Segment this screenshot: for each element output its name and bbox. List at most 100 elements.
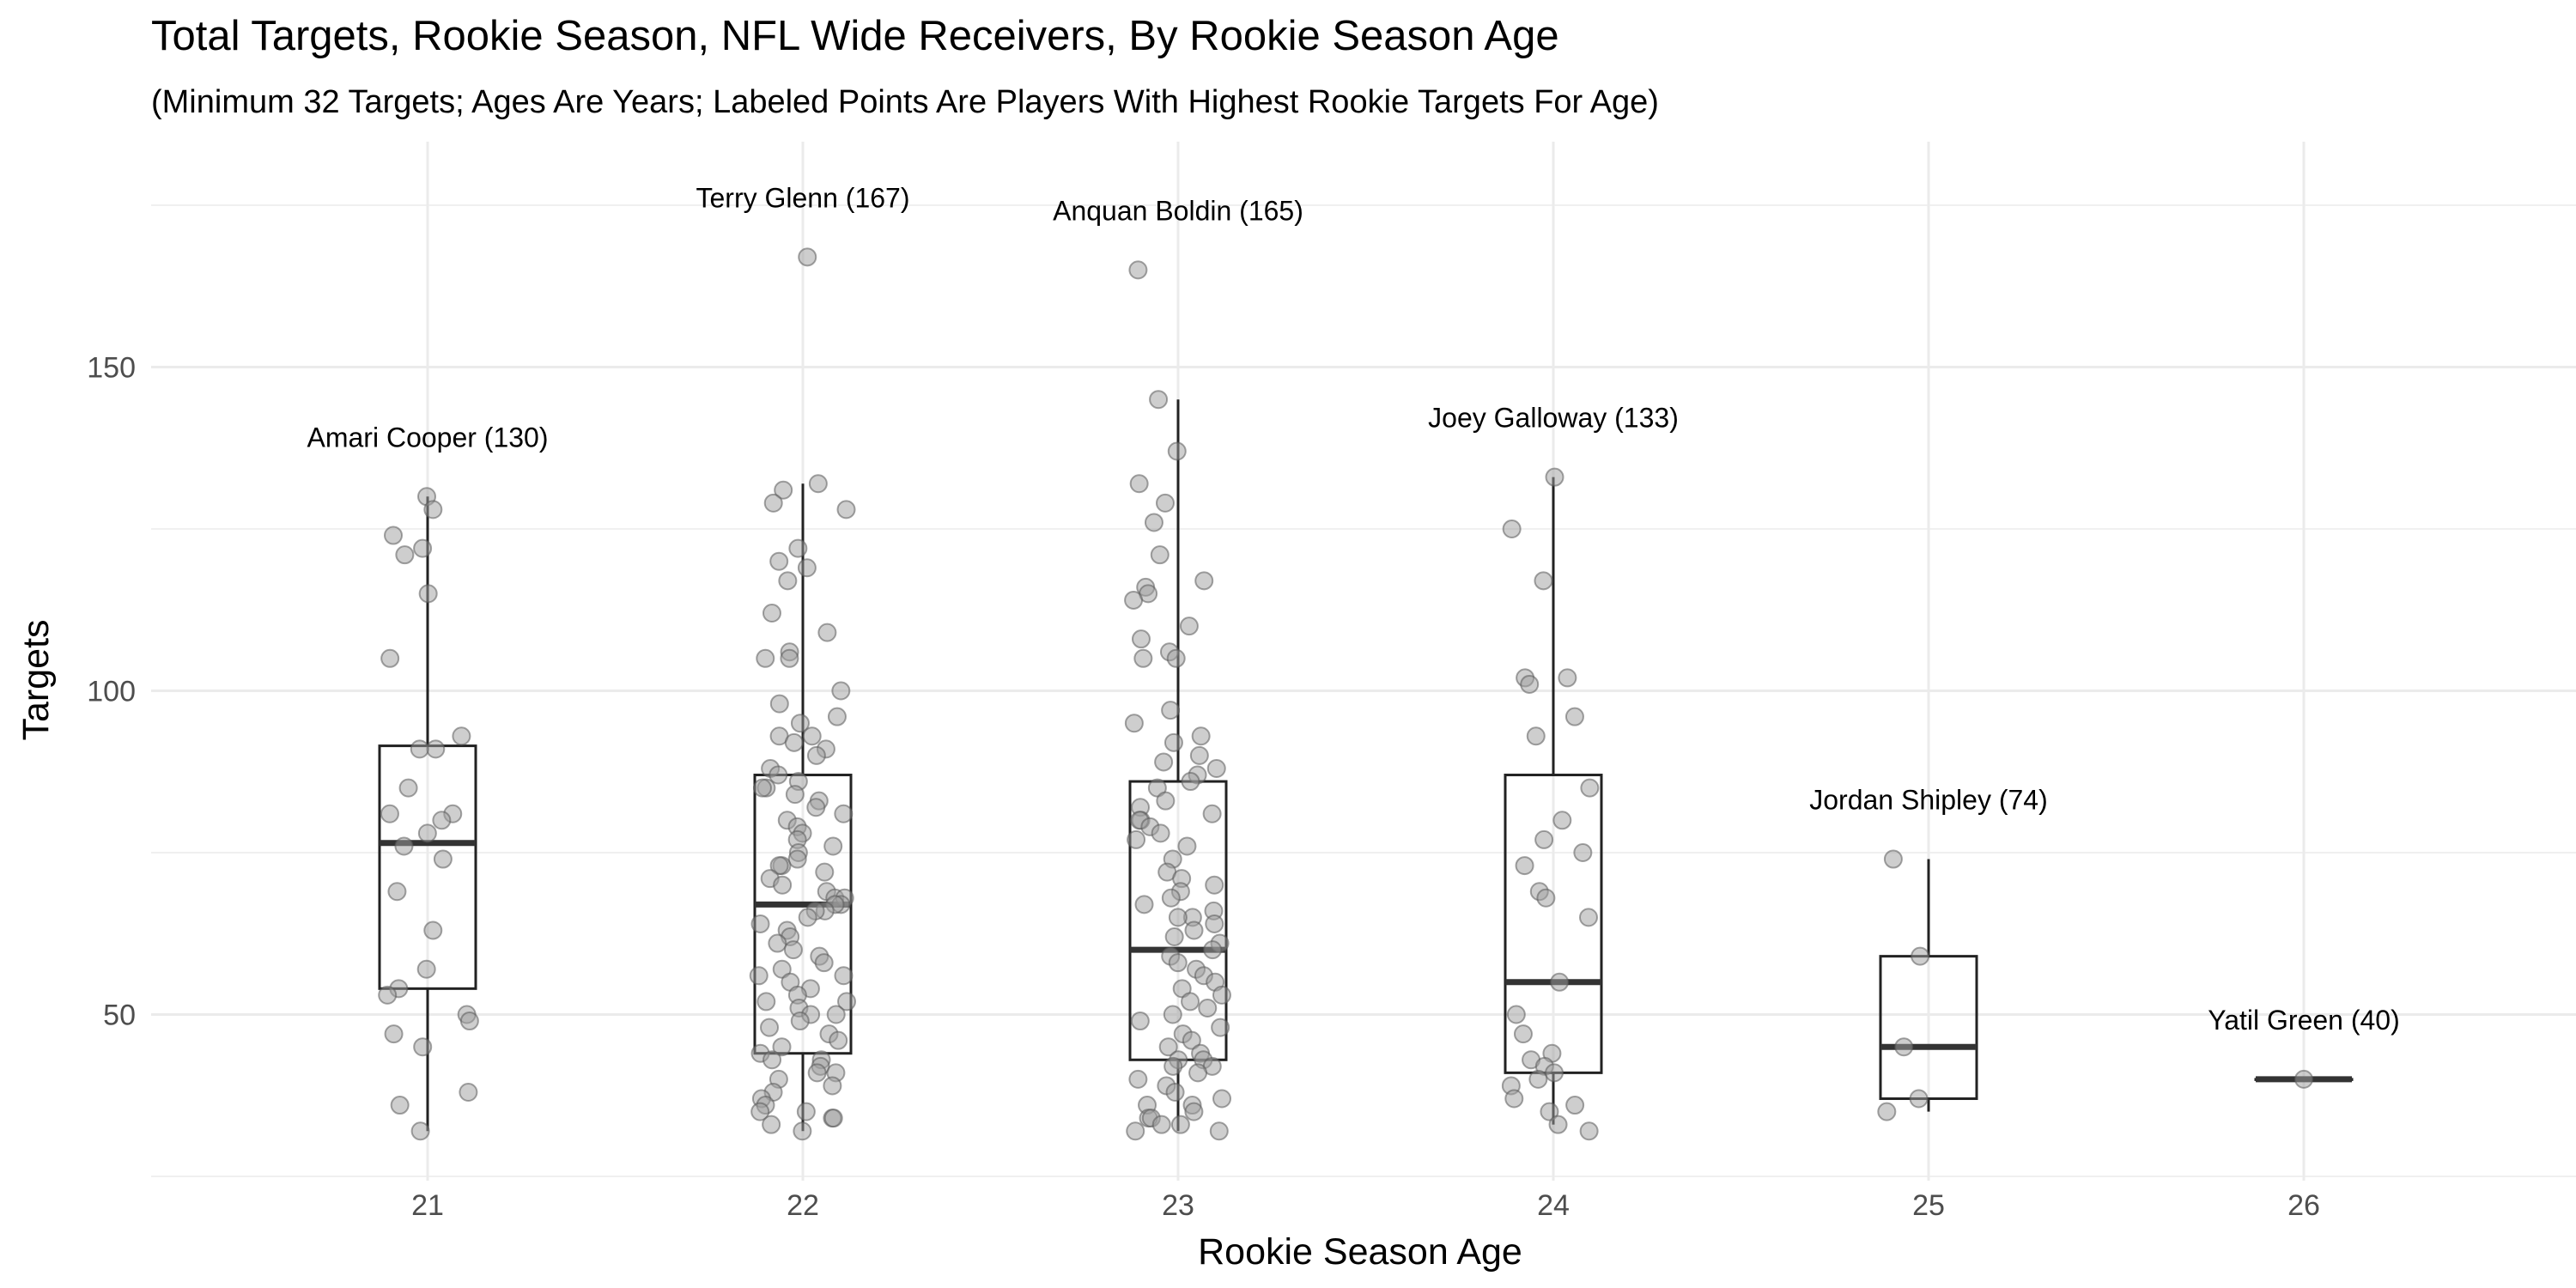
- data-point: [817, 623, 837, 642]
- data-point: [1155, 493, 1175, 513]
- data-point: [432, 811, 452, 830]
- data-point: [1182, 1030, 1201, 1050]
- data-point: [1883, 849, 1903, 869]
- data-point: [1177, 836, 1197, 856]
- points-25: [1877, 849, 1930, 1121]
- data-point: [826, 1005, 846, 1024]
- data-point: [1198, 998, 1218, 1018]
- data-point: [1128, 1069, 1148, 1089]
- data-point: [1202, 804, 1222, 823]
- data-point: [384, 1024, 404, 1044]
- data-point: [1129, 474, 1149, 494]
- data-point: [1158, 1037, 1178, 1057]
- data-point: [834, 804, 854, 823]
- data-point: [1149, 390, 1169, 410]
- points-22: [749, 247, 857, 1141]
- data-point: [1179, 617, 1199, 636]
- data-point: [1528, 1069, 1548, 1089]
- data-point: [1168, 953, 1188, 973]
- data-point: [1580, 778, 1600, 798]
- data-point: [1126, 1121, 1145, 1141]
- data-point: [1166, 648, 1186, 668]
- data-point: [459, 1082, 478, 1102]
- data-point: [1877, 1102, 1897, 1121]
- data-point: [760, 1018, 780, 1037]
- data-point: [413, 538, 433, 558]
- data-point: [752, 778, 772, 798]
- data-point: [1578, 908, 1598, 927]
- data-point: [1545, 1063, 1564, 1083]
- data-point: [783, 940, 803, 960]
- data-point: [797, 558, 817, 578]
- data-point: [423, 500, 443, 519]
- data-point: [823, 1109, 843, 1128]
- data-point: [834, 966, 854, 986]
- data-point: [806, 798, 826, 817]
- data-point: [1161, 888, 1181, 908]
- x-tick-label: 22: [787, 1189, 819, 1222]
- data-point: [774, 480, 793, 500]
- data-point: [1520, 674, 1540, 694]
- y-tick-label: 150: [87, 352, 136, 385]
- data-point: [823, 836, 843, 856]
- data-point: [1164, 927, 1184, 947]
- data-point: [1579, 1121, 1599, 1141]
- data-point: [395, 545, 415, 565]
- data-point: [1550, 972, 1570, 992]
- data-point: [418, 584, 438, 604]
- data-point: [1163, 732, 1183, 752]
- x-tick-label: 24: [1537, 1189, 1570, 1222]
- data-point: [784, 732, 804, 752]
- data-point: [806, 745, 826, 765]
- data-point: [1124, 714, 1144, 733]
- data-point: [410, 1121, 430, 1141]
- data-point: [459, 1012, 479, 1031]
- data-point: [762, 1050, 782, 1070]
- data-point: [756, 648, 775, 668]
- data-point: [1163, 1005, 1182, 1024]
- data-point: [793, 1121, 812, 1141]
- data-point: [1536, 888, 1556, 908]
- data-point: [762, 604, 781, 623]
- data-point: [1150, 545, 1170, 565]
- data-point: [1191, 726, 1211, 746]
- y-tick-label: 50: [103, 999, 136, 1032]
- points-26: [2294, 1069, 2313, 1089]
- data-point: [780, 648, 799, 668]
- data-point: [1188, 1063, 1208, 1083]
- data-point: [1181, 992, 1200, 1012]
- x-tick-label: 23: [1162, 1189, 1194, 1222]
- data-point: [769, 551, 789, 571]
- data-point: [394, 836, 414, 856]
- data-point: [1189, 745, 1209, 765]
- data-point: [1128, 260, 1148, 280]
- data-point: [788, 538, 808, 558]
- data-point: [416, 959, 436, 979]
- data-point: [837, 992, 857, 1012]
- data-point: [1134, 895, 1154, 914]
- data-point: [1564, 707, 1584, 726]
- data-point: [378, 985, 398, 1005]
- data-point: [827, 707, 847, 726]
- data-point: [390, 1096, 410, 1115]
- data-point: [798, 908, 817, 927]
- points-21: [378, 487, 479, 1141]
- data-point: [1151, 1115, 1171, 1134]
- data-point: [836, 500, 856, 519]
- data-point: [384, 526, 404, 545]
- data-point: [1211, 1018, 1230, 1037]
- data-point: [423, 920, 443, 940]
- annotation-label: Jordan Shipley (74): [1809, 785, 2047, 816]
- data-point: [785, 785, 805, 805]
- data-point: [1212, 1089, 1232, 1109]
- data-point: [1127, 829, 1146, 849]
- annotation-label: Amari Cooper (130): [307, 422, 549, 453]
- data-point: [1909, 1089, 1929, 1109]
- data-point: [796, 1102, 816, 1121]
- data-point: [1156, 791, 1176, 811]
- data-point: [1161, 701, 1181, 720]
- data-point: [763, 493, 783, 513]
- data-point: [1545, 467, 1564, 487]
- data-point: [778, 571, 798, 591]
